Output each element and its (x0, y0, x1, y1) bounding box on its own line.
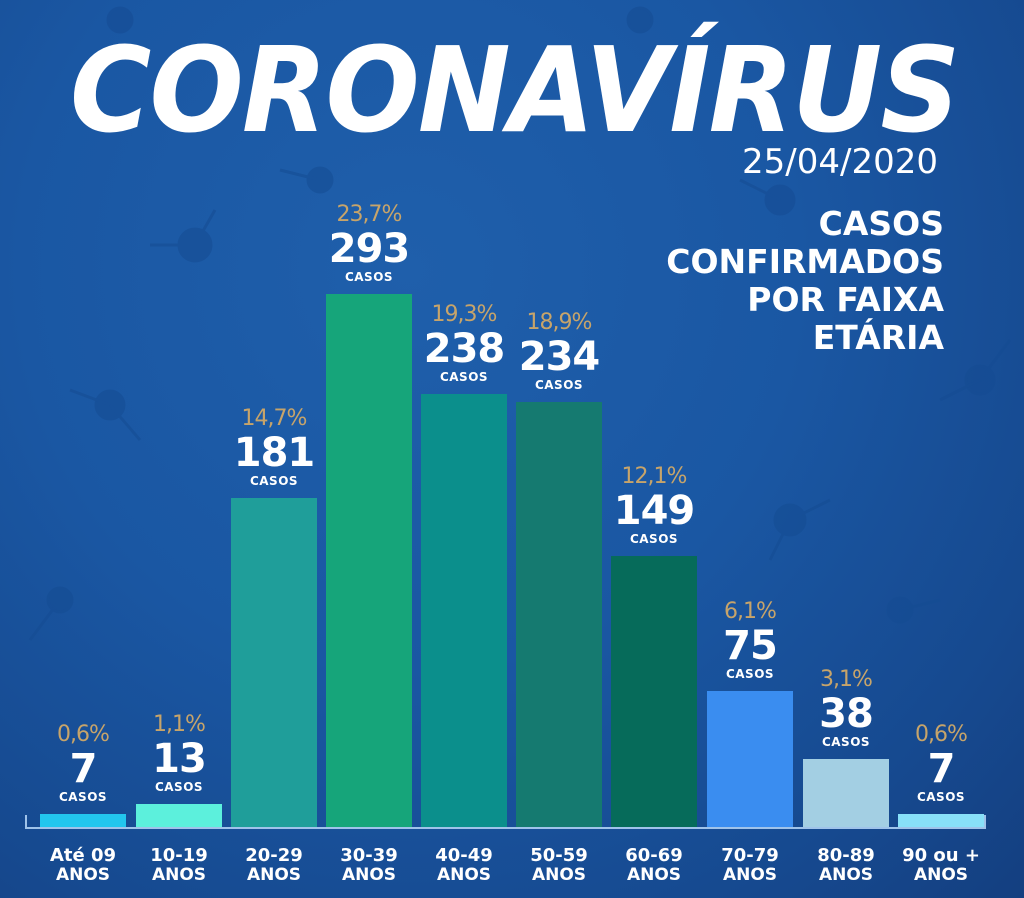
chart-subtitle: CASOS CONFIRMADOS POR FAIXA ETÁRIA (666, 205, 944, 357)
unit-label: CASOS (249, 474, 299, 488)
x-axis-category-label: 60-69 ANOS (599, 846, 709, 885)
x-axis-line (25, 827, 986, 829)
bar-data-label: 19,3% 238 CASOS (409, 302, 519, 384)
bar-data-label: 3,1% 38 CASOS (791, 667, 901, 749)
x-axis-category-label: 20-29 ANOS (219, 846, 329, 885)
percent-label: 3,1% (820, 667, 873, 692)
value-label: 7 (69, 746, 98, 792)
unit-label: CASOS (344, 270, 394, 284)
x-axis-category-label: 90 ou + ANOS (886, 846, 996, 885)
category-unit: ANOS (55, 865, 111, 885)
value-label: 38 (819, 691, 874, 737)
category-range: 60-69 (625, 845, 683, 866)
category-range: 70-79 (721, 845, 779, 866)
axis-tick-left (25, 815, 27, 829)
bar-data-label: 1,1% 13 CASOS (124, 712, 234, 794)
bar (898, 814, 984, 828)
unit-label: CASOS (629, 532, 679, 546)
unit-label: CASOS (439, 370, 489, 384)
percent-label: 19,3% (431, 302, 498, 327)
category-range: 30-39 (340, 845, 398, 866)
category-unit: ANOS (341, 865, 397, 885)
report-date: 25/04/2020 (742, 142, 938, 182)
category-range: 80-89 (817, 845, 875, 866)
category-range: 20-29 (245, 845, 303, 866)
category-unit: ANOS (436, 865, 492, 885)
unit-label: CASOS (916, 790, 966, 804)
x-axis-category-label: 70-79 ANOS (695, 846, 805, 885)
category-unit: ANOS (626, 865, 682, 885)
bar-data-label: 0,6% 7 CASOS (28, 722, 138, 804)
bar-data-label: 0,6% 7 CASOS (886, 722, 996, 804)
x-axis-category-label: 80-89 ANOS (791, 846, 901, 885)
bar (611, 556, 697, 828)
value-label: 75 (723, 623, 778, 669)
unit-label: CASOS (154, 780, 204, 794)
bar (707, 691, 793, 828)
x-axis-category-label: 40-49 ANOS (409, 846, 519, 885)
subtitle-line: CONFIRMADOS (666, 242, 944, 281)
bar (231, 498, 317, 828)
category-unit: ANOS (818, 865, 874, 885)
unit-label: CASOS (58, 790, 108, 804)
value-label: 234 (518, 334, 601, 380)
subtitle-line: POR FAIXA (747, 280, 944, 319)
x-axis-category-label: 10-19 ANOS (124, 846, 234, 885)
category-unit: ANOS (531, 865, 587, 885)
page-title: CORONAVÍRUS (70, 21, 960, 159)
percent-label: 0,6% (57, 722, 110, 747)
x-axis-category-label: 30-39 ANOS (314, 846, 424, 885)
value-label: 13 (152, 736, 207, 782)
value-label: 149 (613, 488, 696, 534)
bar-data-label: 12,1% 149 CASOS (599, 464, 709, 546)
percent-label: 18,9% (526, 310, 593, 335)
value-label: 181 (233, 430, 316, 476)
subtitle-line: CASOS (818, 204, 944, 243)
bar (326, 294, 412, 828)
x-axis-category-label: Até 09 ANOS (28, 846, 138, 885)
category-unit: ANOS (151, 865, 207, 885)
category-range: Até 09 (49, 845, 117, 866)
value-label: 7 (927, 746, 956, 792)
percent-label: 23,7% (336, 202, 403, 227)
unit-label: CASOS (821, 735, 871, 749)
percent-label: 12,1% (621, 464, 688, 489)
bar (136, 804, 222, 828)
value-label: 238 (423, 326, 506, 372)
category-range: 50-59 (530, 845, 588, 866)
unit-label: CASOS (725, 667, 775, 681)
value-label: 293 (328, 226, 411, 272)
subtitle-line: ETÁRIA (812, 318, 944, 357)
percent-label: 14,7% (241, 406, 308, 431)
axis-tick-right (984, 815, 986, 829)
bar-data-label: 23,7% 293 CASOS (314, 202, 424, 284)
bar-data-label: 6,1% 75 CASOS (695, 599, 805, 681)
bar-data-label: 18,9% 234 CASOS (504, 310, 614, 392)
x-axis-category-label: 50-59 ANOS (504, 846, 614, 885)
bar (421, 394, 507, 828)
category-range: 90 ou + (902, 845, 980, 866)
category-unit: ANOS (246, 865, 302, 885)
bar (803, 759, 889, 828)
bar-data-label: 14,7% 181 CASOS (219, 406, 329, 488)
percent-label: 6,1% (724, 599, 777, 624)
bar (40, 814, 126, 828)
category-unit: ANOS (913, 865, 969, 885)
category-range: 40-49 (435, 845, 493, 866)
category-range: 10-19 (150, 845, 208, 866)
percent-label: 0,6% (915, 722, 968, 747)
percent-label: 1,1% (153, 712, 206, 737)
category-unit: ANOS (722, 865, 778, 885)
bar (516, 402, 602, 828)
unit-label: CASOS (534, 378, 584, 392)
